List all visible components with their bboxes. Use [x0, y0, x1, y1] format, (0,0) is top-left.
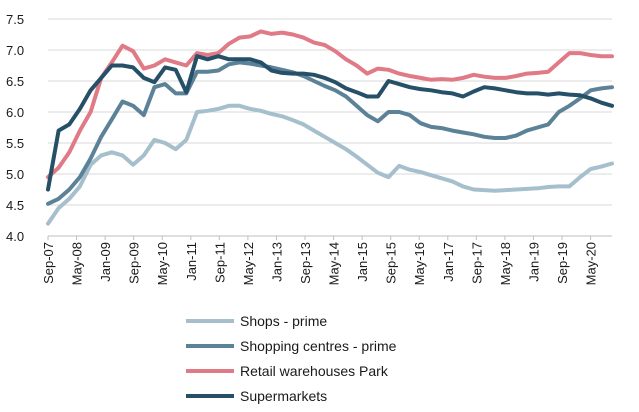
legend-label: Retail warehouses Park [240, 363, 389, 379]
x-tick-label: Jan-19 [526, 242, 541, 282]
x-tick-label: Sep-17 [469, 242, 484, 284]
y-tick-label: 7.0 [6, 43, 24, 58]
x-tick-label: Jan-09 [98, 242, 113, 282]
x-tick-label: Jan-17 [441, 242, 456, 282]
x-tick-label: Sep-09 [127, 242, 142, 284]
legend: Shops - prime Shopping centres - prime Ret… [186, 313, 397, 404]
legend-label: Shops - prime [240, 313, 327, 329]
legend-label: Shopping centres - prime [240, 338, 397, 354]
y-tick-label: 6.0 [6, 105, 24, 120]
y-tick-label: 4.0 [6, 229, 24, 244]
x-tick-label: Sep-19 [555, 242, 570, 284]
series-line-1 [46, 103, 614, 226]
x-tick-label: May-10 [155, 242, 170, 285]
x-tick-label: Jan-13 [269, 242, 284, 282]
y-tick-label: 5.0 [6, 167, 24, 182]
y-tick-label: 5.5 [6, 136, 24, 151]
x-tick-label: May-14 [327, 242, 342, 285]
legend-label: Supermarkets [240, 388, 327, 404]
series-line-3 [46, 29, 614, 180]
series-line-2 [46, 60, 614, 206]
y-tick-label: 7.5 [6, 12, 24, 27]
x-axis-ticks: Sep-07 May-08 Jan-09 Sep-09 May-10 Jan-11 Sep-… [41, 236, 599, 285]
x-tick-label: Sep-15 [384, 242, 399, 284]
y-tick-label: 4.5 [6, 198, 24, 213]
y-axis-ticks: 4.0 4.5 5.0 5.5 6.0 6.5 7.0 7.5 [6, 12, 24, 244]
x-tick-label: Sep-13 [298, 242, 313, 284]
x-tick-label: Jan-15 [355, 242, 370, 282]
x-tick-label: May-16 [412, 242, 427, 285]
series-lines [46, 29, 614, 226]
x-tick-label: Sep-11 [212, 242, 227, 283]
series-line-4 [46, 54, 614, 192]
y-tick-label: 6.5 [6, 74, 24, 89]
x-tick-label: Jan-11 [184, 242, 199, 281]
x-tick-label: May-18 [498, 242, 513, 285]
x-tick-label: Sep-07 [41, 242, 56, 284]
x-tick-label: May-08 [70, 242, 85, 285]
x-tick-label: May-12 [241, 242, 256, 285]
x-tick-label: May-20 [584, 242, 599, 285]
